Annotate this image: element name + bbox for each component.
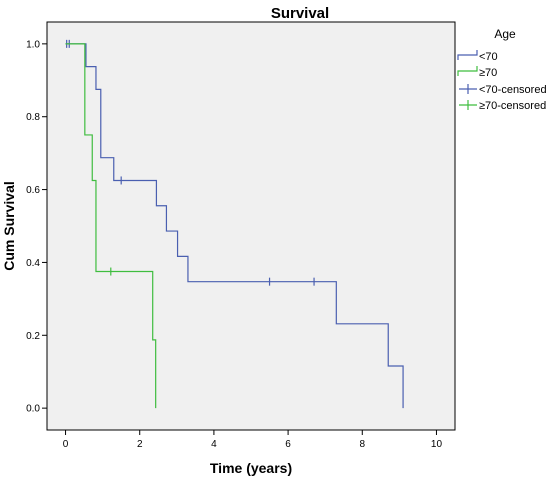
y-axis-title: Cum Survival xyxy=(1,181,17,270)
y-tick-label: 0.8 xyxy=(26,112,40,123)
x-tick-label: 4 xyxy=(211,439,217,450)
series-ge70 xyxy=(65,43,157,409)
y-tick-label: 0.2 xyxy=(26,331,40,342)
legend-swatch-ge70 xyxy=(457,66,478,76)
series-line-ge70 xyxy=(65,43,157,409)
x-tick-label: 0 xyxy=(63,439,69,450)
series-layer xyxy=(65,39,404,409)
y-tick-label: 0.4 xyxy=(26,258,40,269)
series-line-lt70 xyxy=(65,43,404,409)
x-tick-label: 8 xyxy=(359,439,365,450)
x-tick-label: 2 xyxy=(137,439,143,450)
legend-item-ge70: ≥70 xyxy=(457,66,497,79)
legend-label-ge70-censored: ≥70-censored xyxy=(479,100,546,112)
legend-swatch-lt70-censored xyxy=(459,84,477,94)
legend-label-ge70: ≥70 xyxy=(479,67,497,79)
y-axis-ticks: 0.0 0.2 0.4 0.6 0.8 1.0 xyxy=(26,39,47,415)
legend-swatch-ge70-censored xyxy=(459,100,477,110)
legend-item-lt70: <70 xyxy=(457,50,498,63)
legend-label-lt70-censored: <70-censored xyxy=(479,84,547,96)
chart-title: Survival xyxy=(271,5,329,22)
legend-item-lt70-censored: <70-censored xyxy=(459,84,547,96)
plot-area xyxy=(46,21,456,431)
y-tick-label: 0.6 xyxy=(26,185,40,196)
y-tick-label: 0.0 xyxy=(26,404,40,415)
x-tick-label: 6 xyxy=(285,439,291,450)
x-axis-ticks: 0 2 4 6 8 10 xyxy=(63,430,443,450)
legend-label-lt70: <70 xyxy=(479,51,498,63)
x-tick-label: 10 xyxy=(431,439,443,450)
legend-title: Age xyxy=(494,27,516,41)
x-axis-title: Time (years) xyxy=(210,460,292,476)
legend: Age <70 ≥70 <70-censored ≥70-censored xyxy=(457,27,547,112)
legend-swatch-lt70 xyxy=(457,50,478,60)
legend-item-ge70-censored: ≥70-censored xyxy=(459,100,546,112)
y-tick-label: 1.0 xyxy=(26,39,40,50)
